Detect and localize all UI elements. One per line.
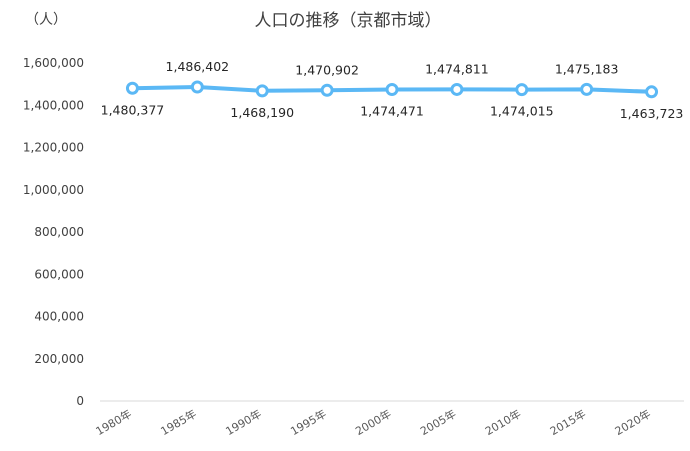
- series-group: [125, 80, 659, 99]
- data-point: [450, 82, 464, 96]
- data-point: [125, 81, 139, 95]
- y-tick-label: 1,000,000: [23, 183, 84, 197]
- data-point: [320, 83, 334, 97]
- x-axis-ticks: 1980年 1985年 1990年 1995年 2000年 2005年 2010年 2015年…: [93, 406, 653, 438]
- x-tick-label: 2005年: [418, 406, 459, 438]
- data-label: 1,474,811: [425, 61, 489, 76]
- data-labels: 1,480,377 1,486,402 1,468,190 1,470,902 1,47…: [101, 59, 684, 121]
- y-tick-label: 200,000: [34, 352, 84, 366]
- data-label: 1,470,902: [295, 62, 359, 77]
- y-tick-label: 400,000: [34, 310, 84, 324]
- x-tick-label: 1985年: [158, 406, 199, 438]
- y-tick-label: 1,400,000: [23, 98, 84, 112]
- data-label: 1,486,402: [166, 59, 230, 74]
- x-tick-label: 2015年: [547, 406, 588, 438]
- y-tick-label: 1,600,000: [23, 56, 84, 70]
- x-tick-label: 2020年: [612, 406, 653, 438]
- data-label: 1,480,377: [101, 102, 165, 117]
- x-tick-label: 1995年: [288, 406, 329, 438]
- data-label: 1,474,471: [360, 104, 424, 119]
- data-point: [190, 80, 204, 94]
- y-tick-label: 1,200,000: [23, 141, 84, 155]
- y-axis-ticks: 0 200,000 400,000 600,000 800,000 1,000,000 1,…: [23, 56, 84, 408]
- data-point: [385, 83, 399, 97]
- data-point: [255, 84, 269, 98]
- y-tick-label: 800,000: [34, 225, 84, 239]
- y-tick-label: 0: [76, 394, 84, 408]
- data-point: [645, 85, 659, 99]
- data-label: 1,475,183: [555, 61, 619, 76]
- y-unit-label: （人）: [25, 12, 67, 28]
- x-tick-label: 1980年: [93, 406, 134, 438]
- data-point: [580, 82, 594, 96]
- x-tick-label: 2000年: [353, 406, 394, 438]
- data-label: 1,468,190: [230, 105, 294, 120]
- data-point: [515, 83, 529, 97]
- x-tick-label: 1990年: [223, 406, 264, 438]
- x-tick-label: 2010年: [483, 406, 524, 438]
- chart-title: 人口の推移（京都市域）: [255, 11, 442, 31]
- y-tick-label: 600,000: [34, 267, 84, 281]
- data-label: 1,463,723: [620, 106, 684, 121]
- data-label: 1,474,015: [490, 104, 554, 119]
